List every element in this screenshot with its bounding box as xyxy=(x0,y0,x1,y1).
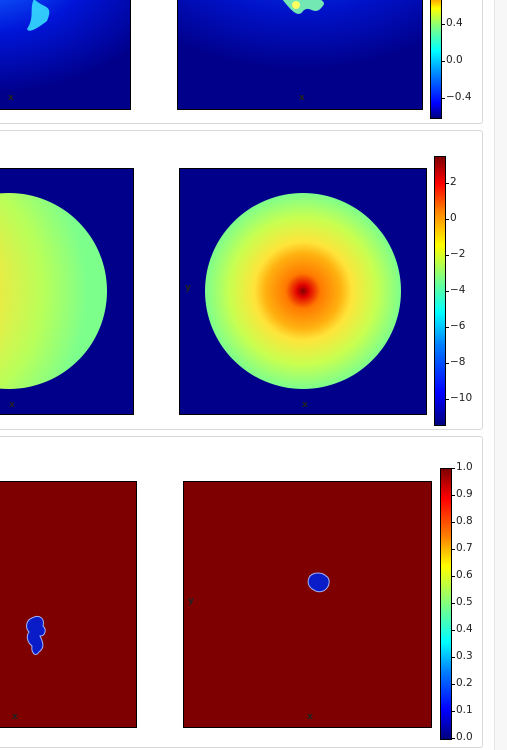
colorbar-tick: −4 xyxy=(444,284,466,296)
colorbar-tick: −8 xyxy=(444,356,466,368)
colorbar-tick: 0.0 xyxy=(451,731,473,743)
colorbar-tick: 0.4 xyxy=(451,623,473,635)
x-axis-label: x xyxy=(8,93,14,103)
y-axis-label: y xyxy=(188,596,194,606)
scrollbar-track[interactable] xyxy=(494,0,507,750)
mask-plot-right-row3 xyxy=(183,481,432,728)
x-axis-label: x xyxy=(12,712,18,722)
colorbar-tick: 0.3 xyxy=(451,650,473,662)
colorbar-tick: 0.2 xyxy=(451,677,473,689)
heatmap-plot-right-row2 xyxy=(179,168,427,415)
colorbar-row1 xyxy=(430,0,442,119)
colorbar-tick: −6 xyxy=(444,320,466,332)
colorbar-tick: 0.8 xyxy=(451,515,473,527)
x-axis-label: x xyxy=(302,400,308,410)
heatmap-plot-right-row1 xyxy=(177,0,423,110)
colorbar-tick: −10 xyxy=(444,392,473,404)
heatmap-plot-left-row2 xyxy=(0,168,134,415)
colorbar-row3 xyxy=(440,468,452,740)
mask-plot-left-row3 xyxy=(0,481,137,728)
colorbar-tick: 0.9 xyxy=(451,488,473,500)
y-axis-label: y xyxy=(185,283,191,293)
colorbar-tick: 0.5 xyxy=(451,596,473,608)
colorbar-tick: −2 xyxy=(444,248,466,260)
colorbar-tick: 0.1 xyxy=(451,704,473,716)
colorbar-tick: 0.0 xyxy=(441,54,463,66)
heatmap-plot-left-row1 xyxy=(0,0,131,110)
colorbar-tick: 0 xyxy=(445,212,457,224)
x-axis-label: x xyxy=(299,93,305,103)
colorbar-tick: 0.4 xyxy=(441,17,463,29)
x-axis-label: x xyxy=(9,400,15,410)
colorbar-tick: 1.0 xyxy=(451,461,473,473)
x-axis-label: x xyxy=(307,712,313,722)
colorbar-tick: −0.4 xyxy=(441,91,472,103)
colorbar-tick: 0.6 xyxy=(451,569,473,581)
colorbar-tick: 0.7 xyxy=(451,542,473,554)
colorbar-tick: 2 xyxy=(445,176,457,188)
